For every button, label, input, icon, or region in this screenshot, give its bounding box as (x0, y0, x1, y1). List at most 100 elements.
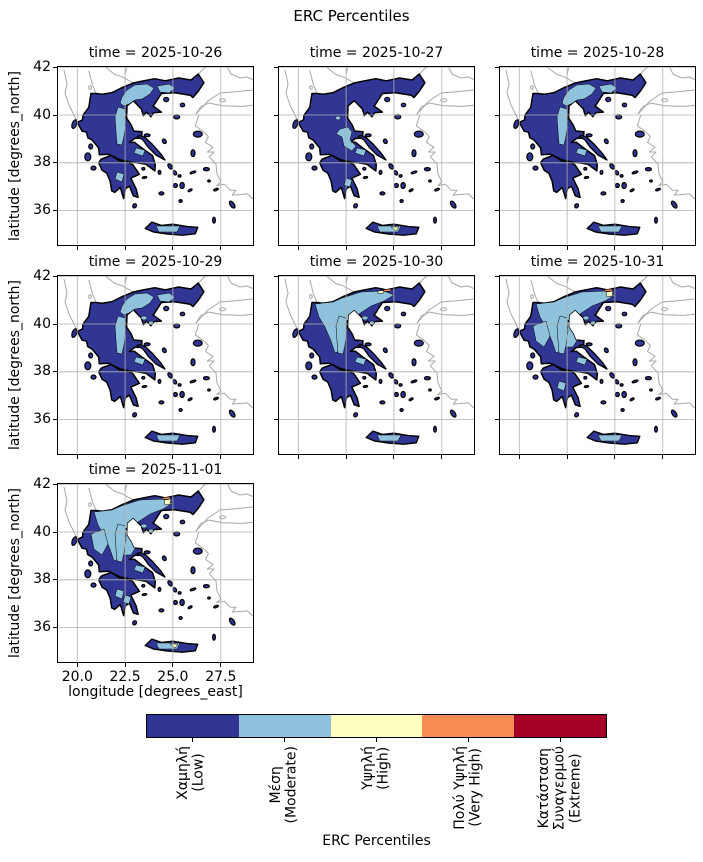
y-tick (53, 627, 57, 629)
y-tick (495, 162, 499, 164)
colorbar-tick-label-text: Πολύ Υψηλή (Very High) (452, 746, 484, 830)
y-axis-label: latitude [degrees_north] (7, 488, 23, 658)
x-tick-label: 25.0 (157, 669, 189, 685)
x-tick (393, 246, 395, 250)
subplot-title: time = 2025-10-27 (309, 45, 444, 61)
y-tick (495, 419, 499, 421)
y-tick-label: 42 (33, 267, 51, 284)
subplot-panel: time = 2025-10-26 42 40 38 36 latitude [degre… (7, 45, 254, 250)
y-tick (53, 275, 57, 277)
y-tick-label: 38 (33, 571, 51, 588)
subplot-title: time = 2025-10-31 (530, 254, 665, 270)
overlay-crete-moderate (597, 225, 623, 233)
y-tick (274, 323, 278, 325)
x-tick (124, 455, 126, 459)
y-tick (53, 66, 57, 68)
y-tick (274, 419, 278, 421)
subplot-panel: time = 2025-11-01 42 40 38 36 latitude [degre… (7, 462, 254, 700)
y-axis-label: latitude [degrees_north] (7, 71, 23, 241)
greece-map (499, 275, 696, 455)
gridlines (278, 275, 475, 455)
x-tick (220, 663, 222, 667)
axes-spine (278, 275, 475, 455)
colorbar-segment-high (330, 715, 423, 737)
axes-spine (499, 66, 696, 246)
y-tick-label: 38 (33, 363, 51, 380)
gridlines (278, 66, 475, 246)
gridlines (57, 66, 254, 246)
colorbar-tick-label-low: Χαμηλή (Low) (157, 746, 227, 800)
subplot-title: time = 2025-11-01 (88, 462, 223, 478)
axes-spine (278, 66, 475, 246)
y-tick-label: 36 (33, 619, 51, 636)
x-tick (662, 246, 664, 250)
colorbar-tick-label-text: Μέση (Moderate) (267, 746, 300, 824)
subplot-title: time = 2025-10-30 (309, 254, 444, 270)
y-tick (53, 531, 57, 533)
gridlines (499, 275, 696, 455)
greece-map (57, 275, 254, 455)
x-tick (393, 455, 395, 459)
x-tick (172, 663, 174, 667)
colorbar (146, 714, 607, 738)
colorbar-label-line: (High) (375, 746, 392, 790)
x-tick (124, 246, 126, 250)
x-tick (566, 246, 568, 250)
x-tick (297, 246, 299, 250)
axes-spine (499, 275, 696, 455)
colorbar-label-line: (Very High) (467, 748, 484, 828)
colorbar-tick-label-extreme: Κατάσταση Συναγερμού (Extreme) (526, 746, 596, 830)
x-tick (297, 455, 299, 459)
colorbar-segment-extreme (514, 715, 606, 737)
y-tick (53, 579, 57, 581)
y-tick (274, 66, 278, 68)
colorbar-tick (376, 738, 377, 742)
subplot-panel: time = 2025-10-30 (274, 254, 475, 459)
colorbar-tick-label-text: Υψηλή (High) (360, 746, 392, 790)
x-tick-label: 27.5 (205, 669, 237, 685)
colorbar-segment-very-high (422, 715, 515, 737)
y-tick-label: 40 (33, 106, 51, 123)
x-tick (124, 663, 126, 667)
colorbar-label-line: (Low) (191, 753, 208, 793)
colorbar-label-line: Μέση (267, 766, 284, 804)
subplot-title: time = 2025-10-26 (88, 45, 223, 61)
x-tick (220, 455, 222, 459)
subplot-title: time = 2025-10-28 (530, 45, 665, 61)
y-tick (495, 114, 499, 116)
overlay-crete-moderate (155, 225, 181, 233)
x-tick (441, 246, 443, 250)
axes-spine (57, 66, 254, 246)
x-tick (172, 455, 174, 459)
overlay-yellowN-high (605, 290, 614, 298)
figure-title: ERC Percentiles (293, 7, 410, 25)
y-tick-label: 42 (33, 475, 51, 492)
x-tick (76, 455, 78, 459)
x-tick (614, 246, 616, 250)
x-tick (172, 246, 174, 250)
y-tick (53, 323, 57, 325)
greece-map (278, 66, 475, 246)
colorbar-label-line: (Moderate) (283, 746, 300, 824)
y-tick (495, 323, 499, 325)
colorbar-segment-moderate (238, 715, 331, 737)
y-tick (495, 371, 499, 373)
y-tick (274, 275, 278, 277)
axes-spine (57, 275, 254, 455)
colorbar-axis-label: ERC Percentiles (322, 833, 431, 849)
y-axis-label: latitude [degrees_north] (7, 280, 23, 450)
y-tick-label: 38 (33, 154, 51, 171)
x-tick (614, 455, 616, 459)
greece-map (499, 66, 696, 246)
x-tick (662, 455, 664, 459)
x-tick-label: 22.5 (109, 669, 141, 685)
greece-map (57, 66, 254, 246)
y-tick (274, 371, 278, 373)
axes-spine (57, 483, 254, 663)
colorbar-tick (468, 738, 470, 742)
y-tick-label: 42 (33, 58, 51, 75)
y-tick-label: 36 (33, 411, 51, 428)
x-tick (220, 246, 222, 250)
y-tick (495, 210, 499, 212)
